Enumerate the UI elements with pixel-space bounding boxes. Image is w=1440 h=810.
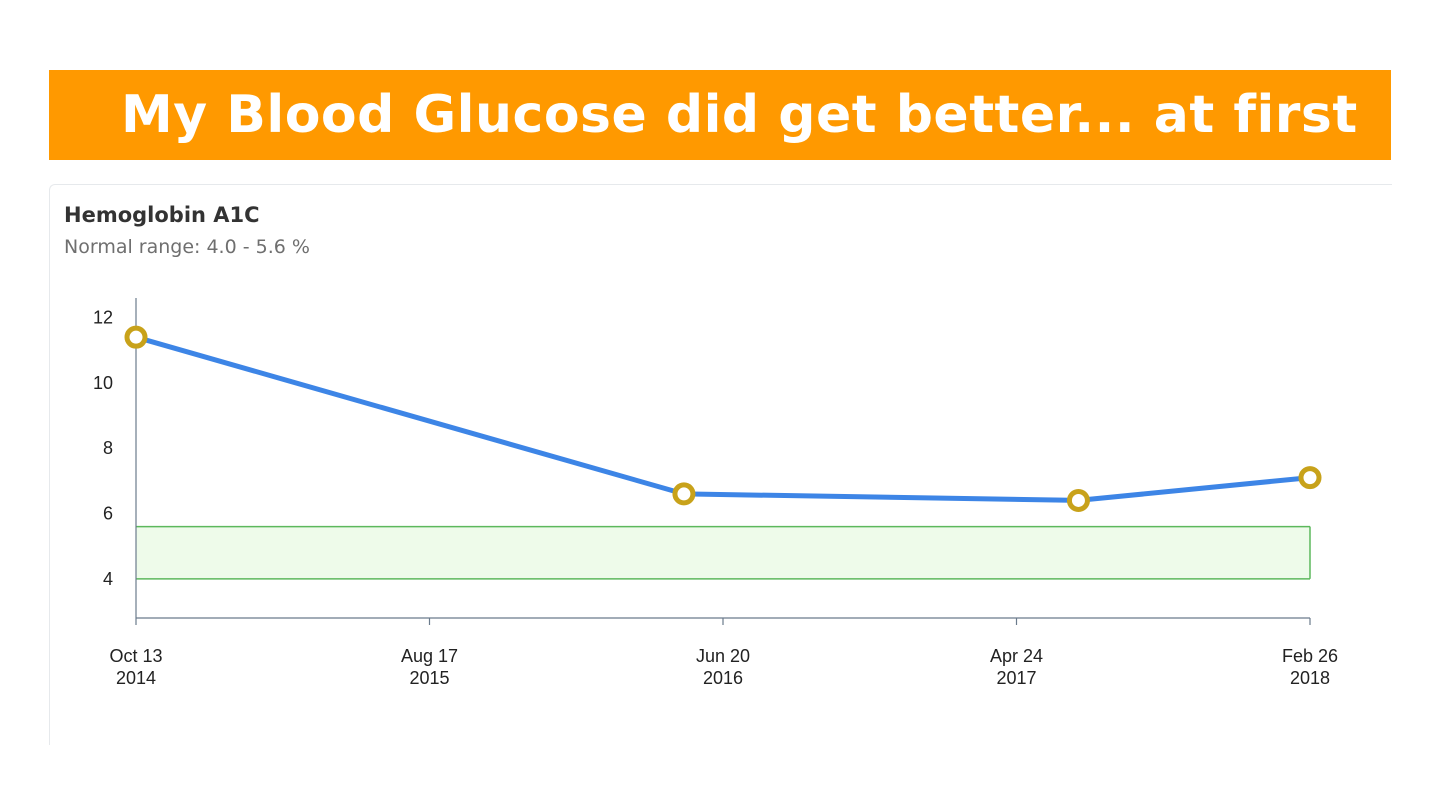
y-tick-label: 4 [103, 569, 113, 589]
y-tick-label: 6 [103, 504, 113, 524]
series-line [133, 334, 1313, 503]
y-tick-label: 10 [93, 373, 113, 393]
x-tick-label: Jun 20 [696, 646, 750, 666]
x-tick-label-year: 2014 [116, 668, 156, 688]
y-tick-label: 8 [103, 438, 113, 458]
banner-title: My Blood Glucose did get better... at fi… [121, 85, 1358, 145]
x-tick-label: Apr 24 [990, 646, 1043, 666]
x-tick-label: Oct 13 [109, 646, 162, 666]
x-tick-label-year: 2015 [409, 668, 449, 688]
x-tick-label-year: 2018 [1290, 668, 1330, 688]
x-tick-label: Aug 17 [401, 646, 458, 666]
data-point [1298, 466, 1322, 490]
data-point [1066, 488, 1090, 512]
data-point [124, 325, 148, 349]
title-banner: My Blood Glucose did get better... at fi… [49, 70, 1391, 160]
chart-title: Hemoglobin A1C [64, 203, 260, 227]
y-tick-label: 12 [93, 308, 113, 328]
data-point [672, 482, 696, 506]
normal-range-band [136, 526, 1310, 579]
x-tick-label-year: 2016 [703, 668, 743, 688]
x-tick-label-year: 2017 [996, 668, 1036, 688]
chart-card: Hemoglobin A1C Normal range: 4.0 - 5.6 % [49, 184, 1392, 745]
x-tick-label: Feb 26 [1282, 646, 1338, 666]
chart-subtitle: Normal range: 4.0 - 5.6 % [64, 236, 310, 258]
